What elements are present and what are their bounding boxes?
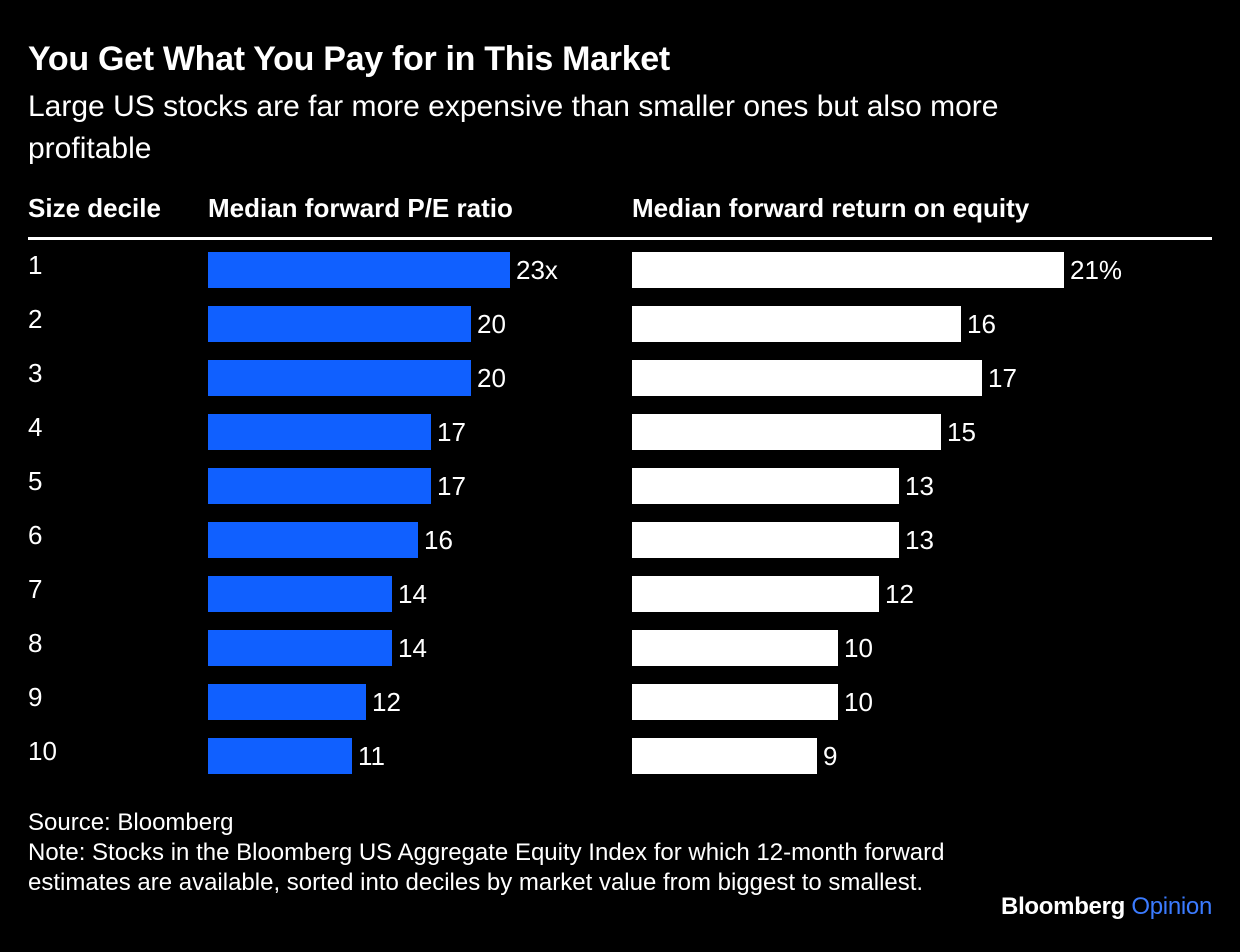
roe-bar (632, 576, 879, 612)
decile-label: 2 (28, 304, 43, 334)
pe-bar (208, 684, 366, 720)
pe-bar (208, 522, 418, 558)
chart-title: You Get What You Pay for in This Market (28, 40, 670, 78)
pe-bar (208, 738, 352, 774)
source-note: Source: Bloomberg (28, 809, 234, 836)
roe-value-label: 10 (844, 687, 873, 717)
footnote: Note: Stocks in the Bloomberg US Aggrega… (28, 839, 945, 896)
pe-value-label: 17 (437, 417, 466, 447)
decile-label: 4 (28, 412, 43, 442)
pe-bar (208, 576, 392, 612)
pe-bar (208, 630, 392, 666)
pe-bar (208, 414, 431, 450)
brand-logo: Bloomberg Opinion (1001, 893, 1212, 921)
roe-bar (632, 684, 838, 720)
pe-value-label: 14 (398, 579, 427, 609)
roe-value-label: 12 (885, 579, 914, 609)
brand-name: Bloomberg (1001, 893, 1125, 920)
pe-bar (208, 468, 431, 504)
roe-bar (632, 252, 1064, 288)
roe-value-label: 16 (967, 309, 996, 339)
pe-value-label: 14 (398, 633, 427, 663)
pe-bar (208, 360, 471, 396)
roe-value-label: 13 (905, 471, 934, 501)
roe-value-label: 13 (905, 525, 934, 555)
roe-value-label: 21% (1070, 255, 1123, 285)
decile-label: 3 (28, 358, 43, 388)
roe-bar (632, 360, 982, 396)
roe-bar (632, 522, 899, 558)
decile-label: 8 (28, 628, 43, 658)
decile-label: 7 (28, 574, 43, 604)
pe-bar (208, 252, 510, 288)
column-header-roe: Median forward return on equity (632, 193, 1030, 223)
roe-value-label: 15 (947, 417, 976, 447)
roe-bar (632, 630, 838, 666)
brand-suffix: Opinion (1131, 893, 1212, 920)
pe-value-label: 12 (372, 687, 401, 717)
column-header-size-decile: Size decile (28, 193, 161, 223)
pe-value-label: 23x (516, 255, 558, 285)
header-divider (28, 237, 1212, 240)
roe-bar (632, 306, 961, 342)
decile-label: 1 (28, 250, 43, 280)
pe-bar (208, 306, 471, 342)
roe-bar (632, 738, 817, 774)
roe-value-label: 17 (988, 363, 1017, 393)
decile-label: 10 (28, 736, 57, 766)
roe-bar (632, 468, 899, 504)
pe-value-label: 16 (424, 525, 453, 555)
chart-subtitle: Large US stocks are far more expensive t… (28, 90, 999, 165)
pe-value-label: 20 (477, 363, 506, 393)
pe-value-label: 11 (358, 741, 385, 771)
pe-value-label: 20 (477, 309, 506, 339)
decile-label: 9 (28, 682, 43, 712)
decile-label: 5 (28, 466, 43, 496)
decile-label: 6 (28, 520, 43, 550)
column-header-pe-ratio: Median forward P/E ratio (208, 193, 513, 223)
pe-value-label: 17 (437, 471, 466, 501)
roe-bar (632, 414, 941, 450)
roe-value-label: 9 (823, 741, 838, 771)
roe-value-label: 10 (844, 633, 873, 663)
